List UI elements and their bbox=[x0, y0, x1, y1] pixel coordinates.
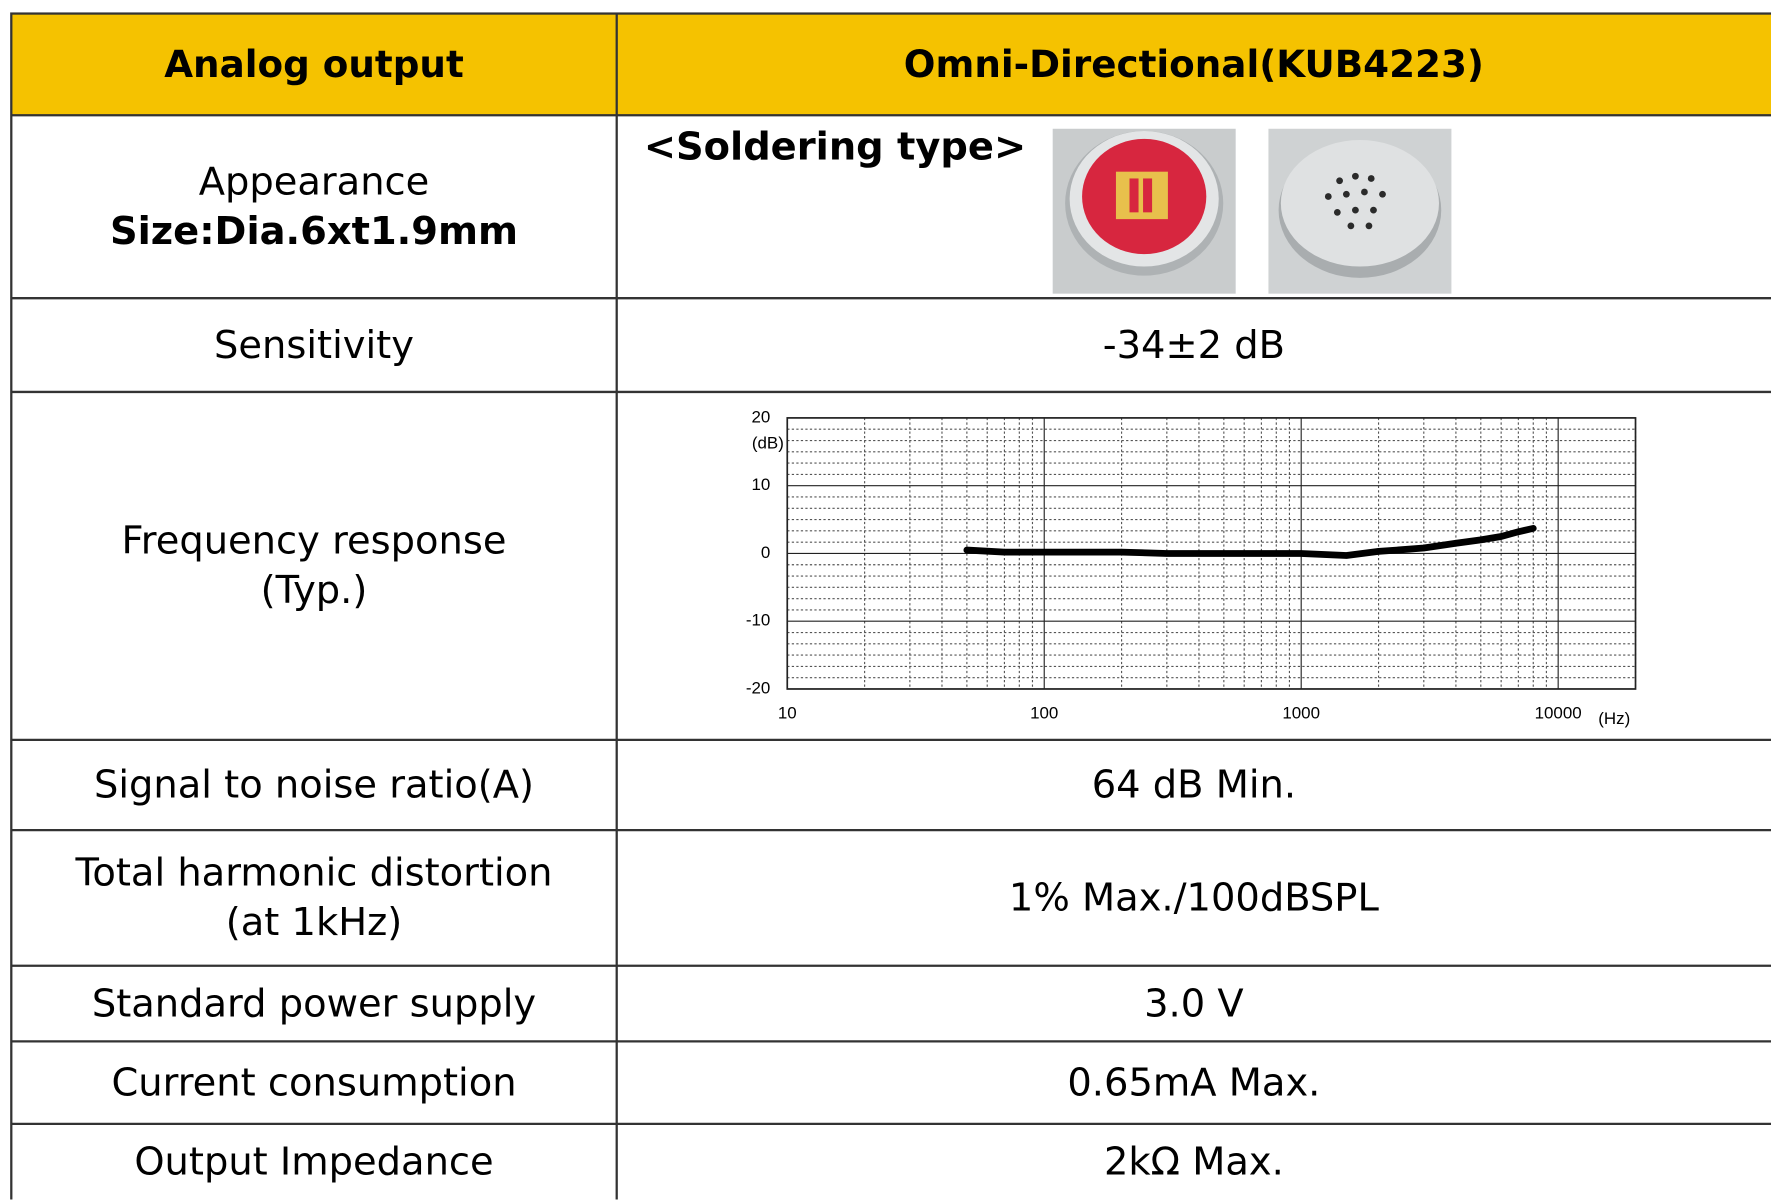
label-text: Signal to noise ratio(A) bbox=[94, 760, 534, 810]
label-cell: Current consumption bbox=[11, 1041, 616, 1123]
label-cell: Frequency response(Typ.) bbox=[11, 392, 616, 740]
photo-front bbox=[1268, 129, 1451, 294]
label-text: (Typ.) bbox=[261, 566, 368, 616]
label-text: Appearance bbox=[199, 157, 430, 207]
x-tick-label: 1000 bbox=[1282, 703, 1320, 722]
label-text: Output Impedance bbox=[134, 1137, 493, 1187]
photo-back bbox=[1053, 129, 1236, 294]
label-cell: Standard power supply bbox=[11, 966, 616, 1042]
x-tick-label: 10000 bbox=[1535, 703, 1582, 722]
value-text: 0.65mA Max. bbox=[1067, 1058, 1320, 1108]
value-cell: 0.65mA Max. bbox=[617, 1041, 1771, 1123]
label-cell: Total harmonic distortion(at 1kHz) bbox=[11, 830, 616, 966]
label-text: Size:Dia.6xt1.9mm bbox=[110, 207, 518, 257]
label-cell: Output Impedance bbox=[11, 1124, 616, 1200]
x-tick-label: 10 bbox=[778, 703, 797, 722]
label-text: (at 1kHz) bbox=[226, 898, 402, 948]
label-cell: Sensitivity bbox=[11, 298, 616, 392]
y-axis-label: (dB) bbox=[752, 433, 784, 452]
value-text: 64 dB Min. bbox=[1092, 760, 1296, 810]
y-tick-label: 0 bbox=[761, 543, 770, 562]
label-text: Sensitivity bbox=[214, 320, 414, 370]
y-tick-label: -10 bbox=[746, 611, 770, 630]
value-cell: 3.0 V bbox=[617, 966, 1771, 1042]
value-cell: -34±2 dB bbox=[617, 298, 1771, 392]
label-text: Current consumption bbox=[111, 1058, 516, 1108]
label-text: Total harmonic distortion bbox=[75, 848, 552, 898]
y-tick-label: -20 bbox=[746, 678, 770, 697]
value-text: -34±2 dB bbox=[1103, 320, 1285, 370]
x-axis-label: (Hz) bbox=[1598, 709, 1630, 728]
x-tick-label: 100 bbox=[1030, 703, 1058, 722]
value-text: 2kΩ Max. bbox=[1104, 1137, 1284, 1187]
value-cell: 64 dB Min. bbox=[617, 740, 1771, 830]
value-cell: <Soldering type> bbox=[644, 122, 1028, 172]
y-tick-label: 20 bbox=[751, 407, 770, 426]
label-text: Frequency response bbox=[121, 516, 506, 566]
value-cell: 1% Max./100dBSPL bbox=[617, 830, 1771, 966]
y-tick-label: 10 bbox=[751, 475, 770, 494]
page: Analog output Omni-Directional(KUB4223) … bbox=[0, 0, 1771, 1199]
spec-table: Analog output Omni-Directional(KUB4223) … bbox=[0, 0, 1771, 1200]
value-text: 3.0 V bbox=[1144, 979, 1244, 1029]
label-cell: Signal to noise ratio(A) bbox=[11, 740, 616, 830]
value-text: <Soldering type> bbox=[644, 122, 1026, 172]
label-text: Standard power supply bbox=[92, 979, 536, 1029]
value-cell: 2kΩ Max. bbox=[617, 1124, 1771, 1200]
value-text: 1% Max./100dBSPL bbox=[1009, 873, 1379, 923]
